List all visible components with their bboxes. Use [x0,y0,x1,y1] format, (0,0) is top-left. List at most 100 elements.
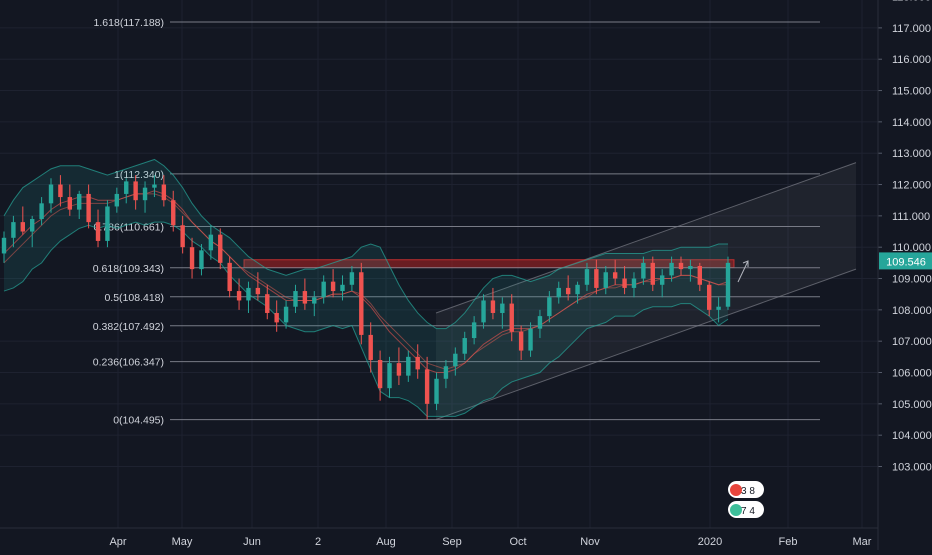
candle-body [283,306,289,323]
event-marker: 7 4 [728,501,764,518]
candle [547,291,552,323]
candle [330,269,336,298]
candle-body [58,184,63,198]
candle [77,190,82,219]
candle [255,272,261,301]
x-tick-label: Nov [580,536,600,548]
price-badge-bg [879,252,932,270]
candle-body [105,206,110,241]
candle-body [1,237,7,254]
y-tick-label: 115.000 [892,86,931,98]
candle-body [265,294,270,313]
event-markers[interactable]: 3 8 7 4 [728,481,764,518]
candle [30,215,35,248]
candle-body [631,278,637,288]
candle [509,294,514,342]
candle [471,316,477,345]
candle-body [575,284,580,295]
y-tick-label: 118.000 [892,0,931,4]
x-tick-label: Jun [243,536,261,548]
candle-body [716,306,721,310]
candle-body [396,363,402,376]
candle [415,344,420,379]
projection-arrow[interactable] [737,260,749,283]
candle-body [641,262,646,279]
candle-body [312,297,317,304]
candle-body [424,369,430,404]
candle-body [246,287,251,301]
candle-body [208,234,214,251]
fib-level-label: 0(104.495) [113,415,164,427]
candle [453,347,458,376]
candle-body [509,303,514,332]
candle-body [471,322,477,339]
candle-body [302,291,308,304]
candle-body [321,281,326,298]
candle [396,347,402,386]
candle [265,284,270,320]
candle [725,256,731,310]
candle [321,275,326,304]
y-tick-label: 116.000 [892,54,931,66]
fib-level-label: 0.236(106.347) [93,357,164,369]
candle-body [293,291,298,307]
candle [133,175,138,210]
bollinger-fill [4,159,728,417]
y-tick-label: 107.000 [892,336,932,348]
candle-body [659,275,665,285]
event-marker-dot [730,484,742,496]
candle-body [650,262,655,285]
y-tick-label: 109.000 [892,274,932,286]
price-badge-label: 109.546 [886,256,926,268]
candle [114,187,120,213]
candle-body [518,331,524,351]
y-tick-label: 114.000 [892,117,931,129]
candle [11,215,16,248]
candle [528,322,533,357]
candle [180,215,185,254]
candle-body [161,184,167,201]
candle-body [622,278,627,288]
candle [95,209,101,248]
candle-body [387,363,392,389]
y-tick-label: 117.000 [892,23,931,35]
x-tick-label: May [172,536,193,548]
candle-body [669,262,674,276]
candle [161,175,167,207]
candle [556,281,561,304]
candle [359,262,364,345]
y-tick-label: 106.000 [892,368,932,380]
candle [500,297,505,329]
fib-level-label: 1(112.340) [114,169,164,181]
candle [368,322,373,373]
candle [716,297,721,323]
candle [490,287,496,320]
candle-body [340,284,345,292]
candle-body [142,187,148,201]
arrow-shaft [737,260,749,283]
candle-body [274,312,279,323]
candle [688,259,693,282]
candle-body [556,287,561,298]
candle-body [434,378,439,404]
candle [622,265,627,295]
candle-body [415,356,420,370]
candle [697,262,702,292]
event-marker-label: 3 8 [741,486,755,497]
event-marker: 3 8 [728,481,764,498]
candle-body [594,269,599,288]
candle-body [171,200,176,226]
y-tick-label: 103.000 [892,462,932,474]
bollinger-upper [3,158,728,330]
candle-body [77,193,82,210]
candle [518,325,524,360]
event-marker-label: 7 4 [741,506,755,517]
candle-body [612,272,618,279]
candle-body [603,272,608,288]
candle [312,291,317,317]
candle [612,259,618,285]
candle-body [11,222,16,238]
arrow-head [742,260,749,267]
